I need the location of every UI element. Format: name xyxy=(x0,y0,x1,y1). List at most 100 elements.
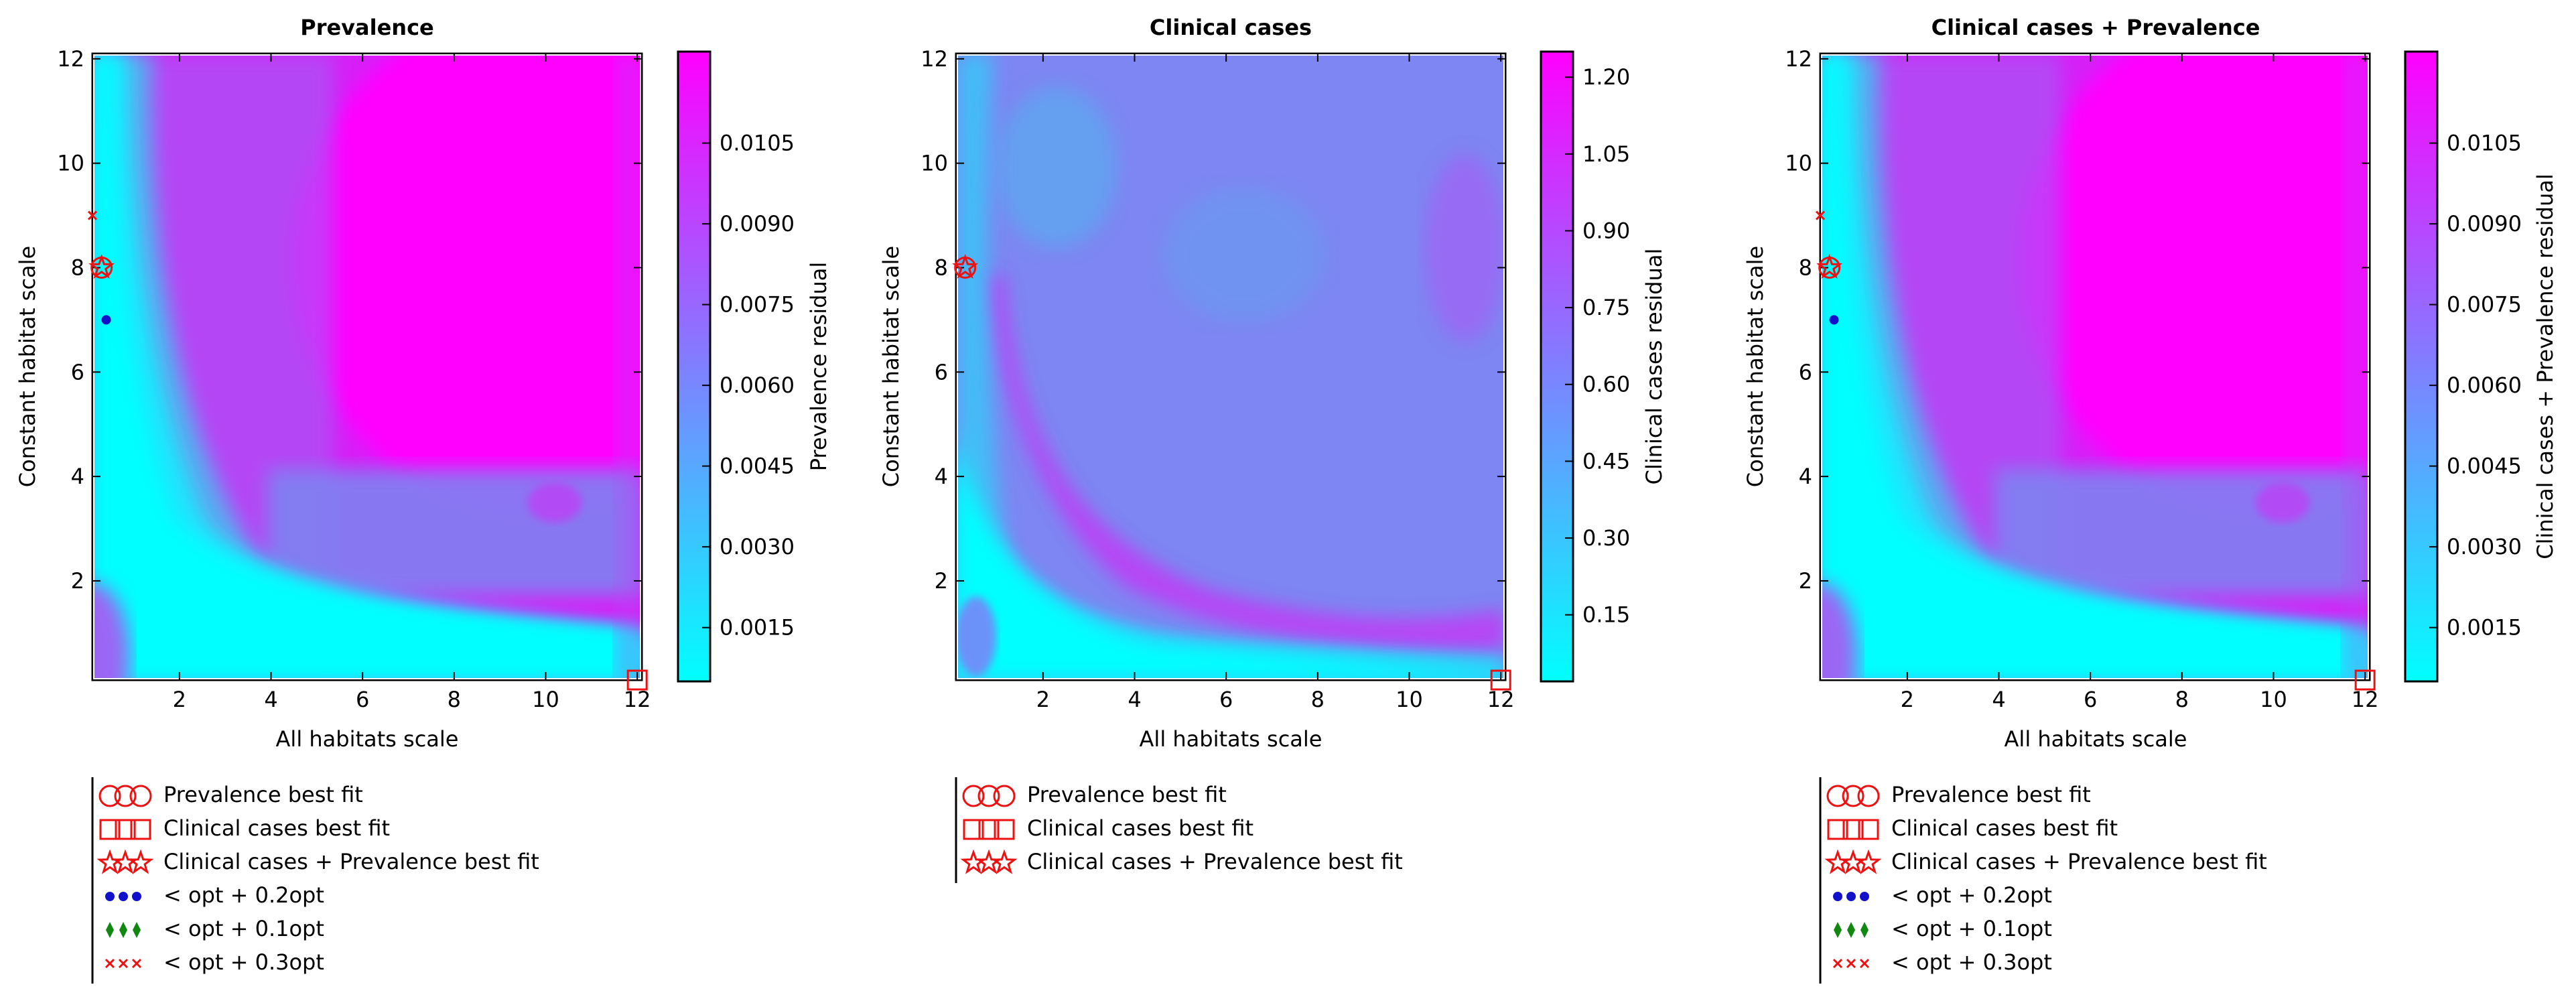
colorbar: 0.0015 0.0030 0.0045 0.0060 0.0075 0.0090 0.01… xyxy=(677,50,831,683)
x-tick-label: 6 xyxy=(2084,687,2097,712)
legend: Prevalence best fit Clinical cases best … xyxy=(955,777,1403,883)
heatmap xyxy=(956,54,1505,680)
x-tick-label: 2 xyxy=(173,687,186,712)
plot-frame xyxy=(955,52,1507,681)
y-tick-label: 4 xyxy=(935,464,948,489)
legend-item-opt03: < opt + 0.3opt xyxy=(1832,949,2052,975)
x-axis-label: All habitats scale xyxy=(276,726,459,752)
x-tick-label: 4 xyxy=(264,687,277,712)
x-axis-label: All habitats scale xyxy=(1140,726,1323,752)
colorbar-gradient xyxy=(2404,50,2439,683)
y-tick-label: 6 xyxy=(71,359,84,385)
colorbar-tick-label: 0.45 xyxy=(1582,448,1630,474)
x-tick-label: 8 xyxy=(2175,687,2189,712)
colorbar-label: Clinical cases + Prevalence residual xyxy=(2532,174,2558,559)
panel-prevalence: Prevalence 2 4 6 8 10 12 2 4 6 8 10 12 All habitat… xyxy=(15,7,831,984)
colorbar-tick-label: 1.20 xyxy=(1582,64,1630,90)
legend-label: < opt + 0.1opt xyxy=(163,916,324,941)
colorbar-tick-label: 0.60 xyxy=(1582,372,1630,397)
legend-item-clinical: Clinical cases best fit xyxy=(963,815,1253,841)
colorbar-tick-label: 0.0075 xyxy=(2447,292,2522,318)
plot-frame xyxy=(91,52,643,681)
y-axis-label: Constant habitat scale xyxy=(15,246,40,487)
colorbar-tick-label: 0.0015 xyxy=(2447,615,2522,641)
colorbar-ticks: 0.15 0.30 0.45 0.60 0.75 0.90 1.05 1.20 xyxy=(1565,64,1630,628)
legend-label: Prevalence best fit xyxy=(1891,782,2091,807)
legend-item-opt02: < opt + 0.2opt xyxy=(105,882,324,908)
y-tick-label: 8 xyxy=(71,255,84,280)
y-axis-ticks: 2 4 6 8 10 12 xyxy=(1785,46,2370,594)
colorbar-ticks: 0.0015 0.0030 0.0045 0.0060 0.0075 0.0090 0.01… xyxy=(702,131,795,641)
x-axis-ticks: 2 4 6 8 10 12 xyxy=(173,54,651,712)
x-tick-label: 12 xyxy=(624,687,651,712)
legend-item-opt02: < opt + 0.2opt xyxy=(1833,882,2052,908)
legend-label: < opt + 0.3opt xyxy=(1891,949,2052,975)
y-tick-label: 10 xyxy=(57,151,84,176)
x-tick-label: 10 xyxy=(2260,687,2287,712)
plot-frame xyxy=(1819,52,2371,681)
legend-item-clinical: Clinical cases best fit xyxy=(99,815,390,841)
colorbar-tick-label: 0.0015 xyxy=(720,615,795,641)
legend-label: Clinical cases + Prevalence best fit xyxy=(163,849,539,874)
x-tick-label: 4 xyxy=(1128,687,1141,712)
legend-label: < opt + 0.2opt xyxy=(1891,882,2052,908)
y-tick-label: 10 xyxy=(921,151,948,176)
x-tick-label: 8 xyxy=(448,687,461,712)
legend-item-combined: Clinical cases + Prevalence best fit xyxy=(962,849,1403,874)
legend: Prevalence best fit Clinical cases best … xyxy=(1819,777,2267,984)
colorbar-tick-label: 0.0060 xyxy=(720,373,795,398)
colorbar-tick-label: 0.0045 xyxy=(720,454,795,479)
legend-label: Clinical cases + Prevalence best fit xyxy=(1027,849,1403,874)
x-axis-label: All habitats scale xyxy=(2005,726,2187,752)
y-tick-label: 12 xyxy=(57,46,84,72)
colorbar-tick-label: 0.0105 xyxy=(720,131,795,156)
legend-label: Clinical cases best fit xyxy=(1891,815,2118,841)
y-tick-label: 6 xyxy=(1799,359,1812,385)
colorbar-gradient xyxy=(1540,50,1574,683)
y-tick-label: 12 xyxy=(1785,46,1812,72)
chart-title: Clinical cases + Prevalence xyxy=(1931,15,2260,40)
x-tick-label: 4 xyxy=(1992,687,2005,712)
colorbar-tick-label: 1.05 xyxy=(1582,141,1630,167)
chart-title: Prevalence xyxy=(300,15,434,40)
legend-item-opt01: < opt + 0.1opt xyxy=(106,916,324,941)
x-tick-label: 12 xyxy=(2352,687,2379,712)
legend-label: Prevalence best fit xyxy=(1027,782,1227,807)
y-tick-label: 2 xyxy=(935,568,948,594)
legend-label: Prevalence best fit xyxy=(163,782,363,807)
x-tick-label: 6 xyxy=(1219,687,1233,712)
y-tick-label: 4 xyxy=(1799,464,1812,489)
legend-item-combined: Clinical cases + Prevalence best fit xyxy=(98,849,539,874)
legend-item-combined: Clinical cases + Prevalence best fit xyxy=(1826,849,2267,874)
colorbar-tick-label: 0.0075 xyxy=(720,292,795,318)
colorbar-ticks: 0.0015 0.0030 0.0045 0.0060 0.0075 0.0090 0.01… xyxy=(2429,131,2522,641)
panel-clinical-cases: Clinical cases 2 4 6 8 10 12 2 4 6 8 10 12 All hab… xyxy=(878,15,1667,883)
colorbar-tick-label: 0.15 xyxy=(1582,602,1630,628)
y-axis-label: Constant habitat scale xyxy=(878,246,904,487)
colorbar-label: Clinical cases residual xyxy=(1641,249,1667,485)
marker-dot xyxy=(101,315,111,325)
colorbar-tick-label: 0.0030 xyxy=(2447,534,2522,559)
y-tick-label: 8 xyxy=(935,255,948,280)
colorbar-gradient xyxy=(677,50,711,683)
heatmap xyxy=(56,7,776,730)
colorbar: 0.0015 0.0030 0.0045 0.0060 0.0075 0.0090 0.01… xyxy=(2404,50,2558,683)
x-tick-label: 12 xyxy=(1487,687,1515,712)
colorbar-tick-label: 0.0030 xyxy=(720,534,795,559)
panel-combined: Clinical cases + Prevalence 2 4 6 8 10 12 2 4 6… xyxy=(1743,7,2558,984)
x-tick-label: 2 xyxy=(1901,687,1914,712)
x-tick-label: 2 xyxy=(1036,687,1050,712)
y-tick-label: 6 xyxy=(935,359,948,385)
heatmap xyxy=(1783,7,2504,730)
x-axis-ticks: 2 4 6 8 10 12 xyxy=(1036,54,1515,712)
legend-item-clinical: Clinical cases best fit xyxy=(1827,815,2118,841)
x-tick-label: 6 xyxy=(356,687,369,712)
colorbar-tick-label: 0.30 xyxy=(1582,525,1630,551)
y-tick-label: 2 xyxy=(1799,568,1812,594)
y-tick-label: 4 xyxy=(71,464,84,489)
colorbar-tick-label: 0.0060 xyxy=(2447,373,2522,398)
legend-item-prevalence: Prevalence best fit xyxy=(98,782,363,807)
y-tick-label: 2 xyxy=(71,568,84,594)
colorbar-label: Prevalence residual xyxy=(806,262,831,472)
colorbar-tick-label: 0.0090 xyxy=(720,211,795,237)
